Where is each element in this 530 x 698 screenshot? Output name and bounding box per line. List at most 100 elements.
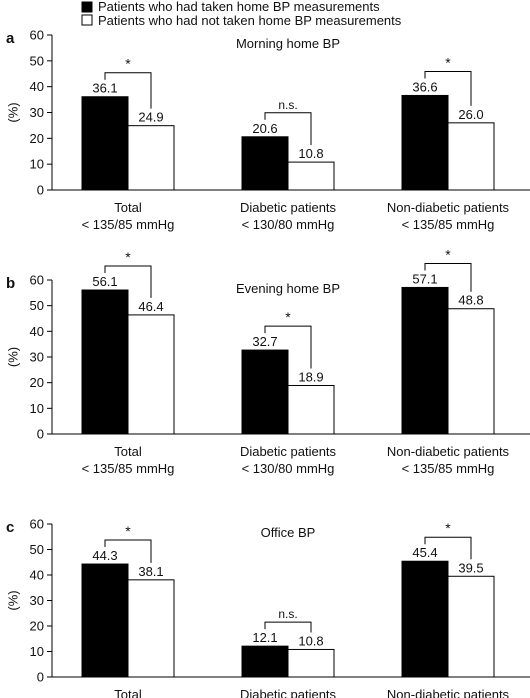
y-axis-label: (%) [5,347,20,367]
panel-b: b Evening home BP (%) 0 10 20 30 40 50 60 56.1 46.4… [5,246,530,476]
significance-bracket: * [264,309,312,369]
significance-bracket: * [104,56,152,109]
category-label-line2: < 130/80 mmHg [242,217,335,232]
legend-swatch-not-taken [81,14,93,26]
bar-value-label: 12.1 [252,630,277,645]
bar-value-label: 45.4 [412,545,437,560]
legend-label-not-taken: Patients who had not taken home BP measu… [98,13,402,28]
bracket-line [264,621,312,633]
category-label-line1: Diabetic patients [240,444,337,459]
bar-value-label: 38.1 [138,564,163,579]
bar-value-label: 39.5 [458,560,483,575]
bar-not_taken [447,122,495,191]
category-label-line1: Diabetic patients [240,687,337,698]
category-label-line2: < 135/85 mmHg [82,461,175,476]
bracket-line [264,112,312,146]
bracket-line [104,265,152,298]
panel-letter: b [6,275,15,292]
y-tick-label: 40 [30,79,44,94]
y-axis-label: (%) [5,102,20,122]
y-tick-label: 60 [30,517,44,532]
bar-value-label: 57.1 [412,271,437,286]
significance-label: * [445,246,451,262]
bar-not_taken [287,161,335,191]
significance-label: * [125,56,131,72]
bar-not_taken [127,125,175,191]
y-tick-label: 0 [37,427,44,442]
y-tick-label: 30 [30,593,44,608]
y-tick-label: 30 [30,350,44,365]
bar-value-label: 26.0 [458,107,483,122]
significance-bracket: n.s. [264,98,312,146]
bar-value-label: 44.3 [92,548,117,563]
bar-not_taken [447,575,495,678]
category-label-line1: Total [114,687,142,698]
significance-label: * [445,520,451,536]
bar-taken [401,560,449,678]
significance-label: n.s. [278,98,297,112]
panel-c: c Office BP (%) 0 10 20 30 40 50 60 44.3 38.1 * Total… [5,517,530,698]
y-tick-label: 20 [30,619,44,634]
bracket-line [424,70,472,106]
category-label-line1: Total [114,444,142,459]
panel-title: Evening home BP [236,281,340,296]
category-label-line1: Non-diabetic patients [387,200,510,215]
bracket-line [424,536,472,560]
bar-not_taken [287,384,335,435]
category-label-line1: Non-diabetic patients [387,687,510,698]
bar-value-label: 20.6 [252,121,277,136]
bar-taken [401,286,449,435]
panel-letter: c [6,519,14,536]
legend-swatch-taken [81,1,93,13]
significance-bracket: * [424,54,472,106]
significance-bracket: * [104,523,152,563]
bar-taken [241,645,289,678]
category-label-line2: < 130/80 mmHg [242,461,335,476]
bar-value-label: 18.9 [298,369,323,384]
bar-not_taken [127,579,175,678]
bar-taken [81,96,129,191]
bracket-line [424,262,472,292]
y-tick-label: 10 [30,644,44,659]
legend: Patients who had taken home BP measureme… [81,0,402,28]
y-tick-label: 10 [30,157,44,172]
panel-title: Morning home BP [236,36,340,51]
bar-taken [81,563,129,678]
significance-bracket: n.s. [264,607,312,633]
bar-value-label: 10.8 [298,146,323,161]
bracket-line [264,325,312,369]
y-tick-label: 40 [30,568,44,583]
bar-value-label: 46.4 [138,299,163,314]
y-tick-label: 60 [30,28,44,43]
y-tick-label: 50 [30,542,44,557]
y-tick-label: 50 [30,53,44,68]
significance-label: * [125,523,131,539]
category-label-line1: Non-diabetic patients [387,444,510,459]
bar-not_taken [287,648,335,678]
bar-value-label: 48.8 [458,293,483,308]
panel-a: a Morning home BP (%) 0 10 20 30 40 50 60 36.1 24.9… [5,28,530,232]
bar-taken [401,94,449,191]
bar-taken [241,136,289,191]
bar-value-label: 24.9 [138,110,163,125]
category-label-line2: < 135/85 mmHg [402,461,495,476]
significance-label: * [285,309,291,325]
y-tick-label: 0 [37,670,44,685]
bar-value-label: 36.6 [412,79,437,94]
y-tick-label: 0 [37,183,44,198]
category-label-line1: Total [114,200,142,215]
significance-label: n.s. [278,607,297,621]
significance-bracket: * [104,249,152,298]
category-label-line2: < 135/85 mmHg [82,217,175,232]
y-tick-label: 20 [30,375,44,390]
significance-bracket: * [424,246,472,292]
y-tick-label: 40 [30,324,44,339]
y-tick-label: 10 [30,401,44,416]
significance-bracket: * [424,520,472,560]
bar-value-label: 10.8 [298,633,323,648]
bar-not_taken [447,308,495,435]
y-tick-label: 20 [30,131,44,146]
bar-value-label: 56.1 [92,274,117,289]
